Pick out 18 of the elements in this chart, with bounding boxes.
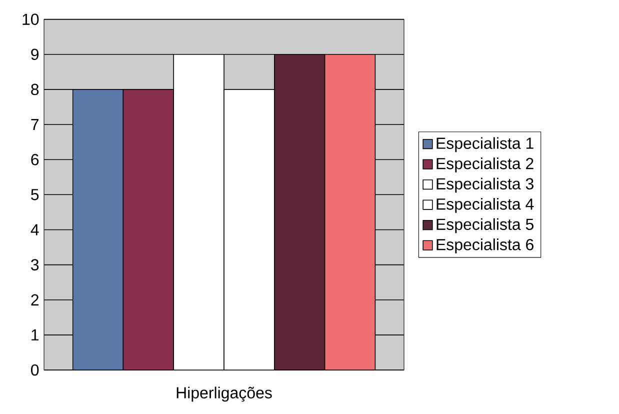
x-tick-label: Hiperligações: [176, 386, 272, 402]
y-tick-label: 6: [31, 154, 39, 166]
legend-label: Especialista 2: [436, 157, 534, 172]
legend-label: Especialista 4: [436, 198, 534, 213]
y-tick-label: 5: [31, 189, 39, 200]
y-tick-label: 0: [31, 364, 39, 376]
legend-label: Especialista 1: [436, 137, 534, 152]
legend-label: Especialista 3: [436, 178, 534, 193]
legend-label: Especialista 5: [436, 218, 534, 234]
y-tick-label: 9: [31, 48, 39, 60]
y-tick-label: 4: [30, 224, 39, 236]
legend-label: Especialista 6: [436, 238, 534, 254]
y-tick-label: 8: [31, 84, 39, 96]
y-tick-label: 10: [22, 14, 39, 25]
y-tick-label: 3: [31, 259, 39, 270]
y-tick-label: 2: [31, 294, 38, 306]
y-tick-label: 7: [31, 119, 38, 130]
y-tick-label: 1: [32, 329, 39, 340]
